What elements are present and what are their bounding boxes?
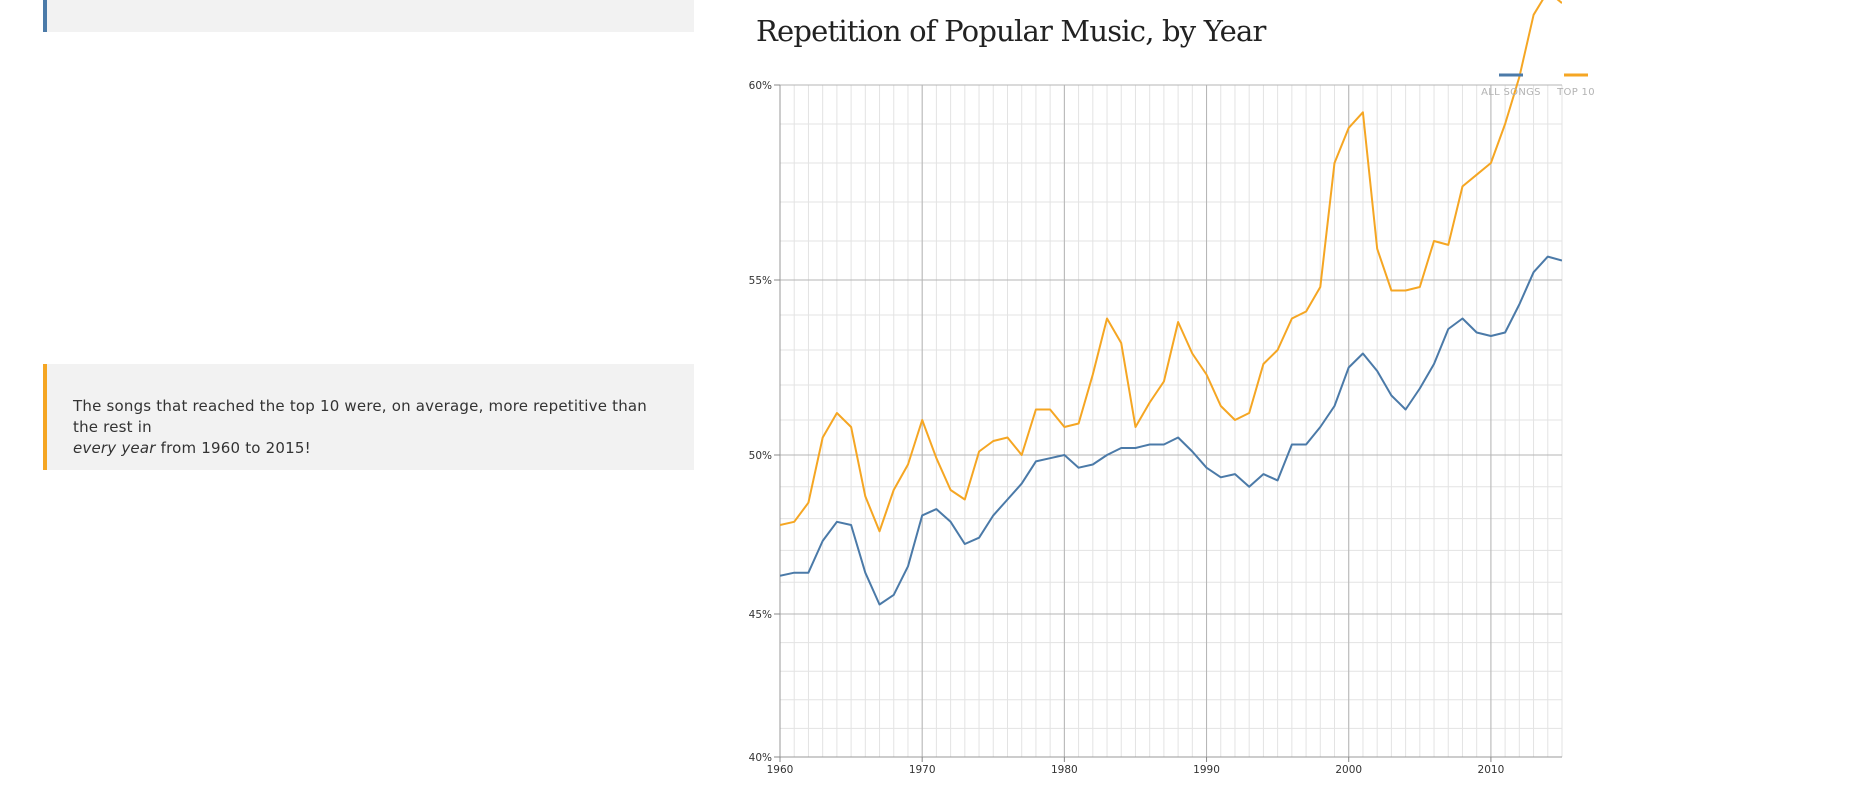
note-line-2-rest: from 1960 to 2015! <box>155 439 311 457</box>
x-tick-label: 2000 <box>1335 764 1362 776</box>
x-tick-label: 1990 <box>1193 764 1220 776</box>
insight-note-card: The songs that reached the top 10 were, … <box>43 364 694 470</box>
y-tick-label: 45% <box>749 609 772 621</box>
y-tick-label: 55% <box>749 275 772 287</box>
note-line-2: every year from 1960 to 2015! <box>73 438 670 459</box>
legend-label: TOP 10 <box>1556 87 1595 98</box>
minor-grid <box>779 84 1563 758</box>
y-tick-label: 40% <box>749 752 772 764</box>
y-tick-label: 50% <box>749 450 772 462</box>
y-axis: 60% 55% 50% 45% 40% <box>749 80 781 764</box>
series-line-top-10 <box>780 0 1562 533</box>
major-grid <box>779 84 1562 758</box>
chart-title: Repetition of Popular Music, by Year <box>756 14 1266 48</box>
x-tick-label: 2010 <box>1478 764 1505 776</box>
series-layer <box>780 0 1562 606</box>
previous-note-card <box>43 0 694 32</box>
y-tick-label: 60% <box>749 80 772 92</box>
x-tick-label: 1960 <box>767 764 794 776</box>
x-tick-label: 1970 <box>909 764 936 776</box>
note-line-1: The songs that reached the top 10 were, … <box>73 397 648 436</box>
legend-label: ALL SONGS <box>1481 87 1541 98</box>
note-emphasis: every year <box>73 439 156 457</box>
x-axis: 1960 1970 1980 1990 2000 2010 <box>767 756 1562 776</box>
series-line-all-songs <box>780 255 1562 606</box>
x-tick-label: 1980 <box>1051 764 1078 776</box>
legend: ALL SONGS TOP 10 <box>1481 73 1595 98</box>
